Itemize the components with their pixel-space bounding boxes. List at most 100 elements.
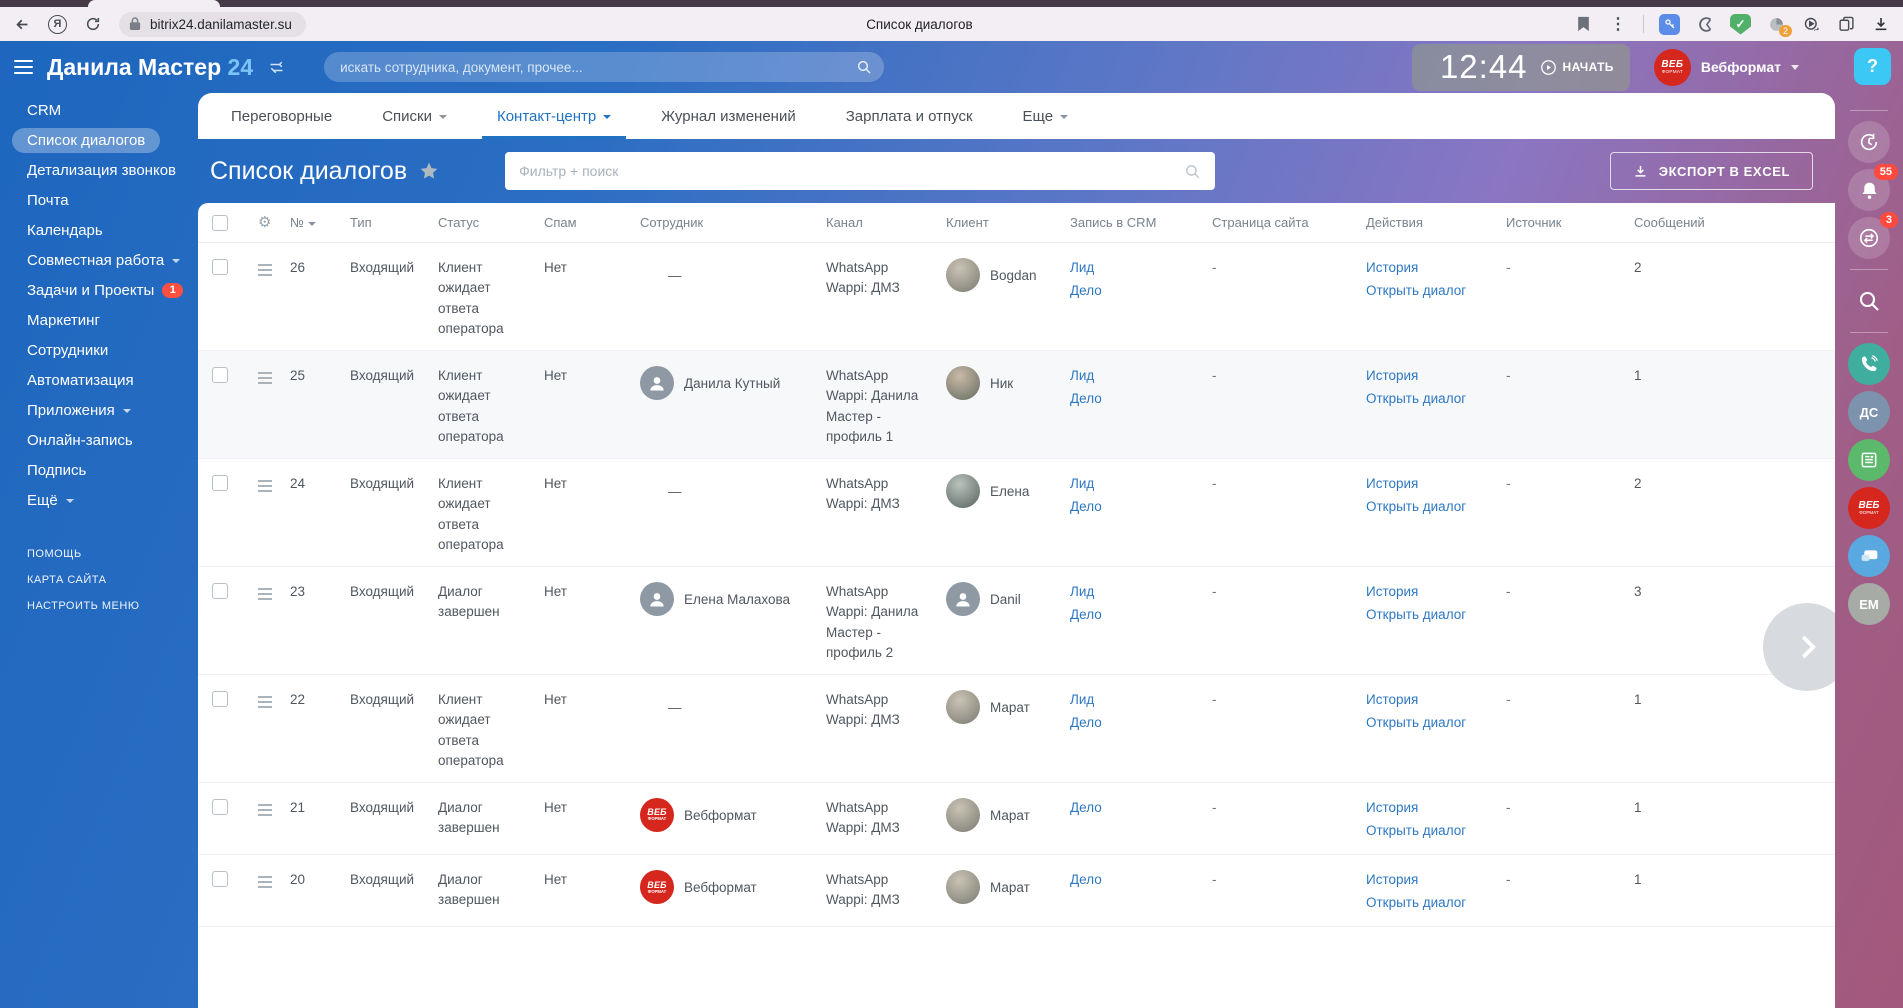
sidebar-item-sign[interactable]: Подпись bbox=[27, 461, 87, 479]
bookmark-icon[interactable] bbox=[1573, 14, 1593, 34]
drag-handle-icon[interactable] bbox=[258, 480, 290, 492]
crm-link[interactable]: Дело bbox=[1070, 606, 1102, 622]
crm-link[interactable]: Лид bbox=[1070, 584, 1095, 599]
collections-icon[interactable] bbox=[1836, 14, 1856, 34]
action-link[interactable]: История bbox=[1366, 260, 1419, 275]
sidebar-item-calendar[interactable]: Календарь bbox=[27, 221, 103, 239]
action-link[interactable]: История bbox=[1366, 368, 1419, 383]
col-employee[interactable]: Сотрудник bbox=[640, 215, 704, 230]
favorite-star-icon[interactable] bbox=[419, 161, 439, 181]
news-feed-icon[interactable] bbox=[1848, 439, 1890, 481]
filter-search-input[interactable] bbox=[519, 163, 1185, 179]
extension-c-icon[interactable] bbox=[1695, 14, 1715, 34]
yandex-browser-icon[interactable]: Я bbox=[48, 14, 67, 34]
crm-link[interactable]: Лид bbox=[1070, 692, 1095, 707]
user-menu[interactable]: ВЕБ ФОРМАТ Вебформат bbox=[1653, 48, 1799, 86]
action-link[interactable]: История bbox=[1366, 584, 1419, 599]
col-actions[interactable]: Действия bbox=[1366, 215, 1423, 230]
drag-handle-icon[interactable] bbox=[258, 696, 290, 708]
client-name[interactable]: Danil bbox=[990, 592, 1021, 607]
refresh-icon[interactable] bbox=[83, 14, 103, 34]
sidebar-sitemap-link[interactable]: КАРТА САЙТА bbox=[27, 574, 107, 586]
client-name[interactable]: Марат bbox=[990, 880, 1030, 896]
back-icon[interactable] bbox=[12, 14, 32, 34]
table-row[interactable]: 21 Входящий Диалог завершен Нет ВЕБ ФОРМАТ Веб… bbox=[198, 783, 1835, 856]
password-manager-icon[interactable] bbox=[1659, 13, 1680, 35]
action-link[interactable]: История bbox=[1366, 692, 1419, 707]
tab-lists[interactable]: Списки bbox=[357, 93, 472, 139]
time-tracker-widget[interactable]: 12:44 НАЧАТЬ bbox=[1411, 43, 1630, 91]
export-excel-button[interactable]: ЭКСПОРТ В EXCEL bbox=[1609, 152, 1813, 190]
table-row[interactable]: 24 Входящий Клиент ожидает ответа оператор… bbox=[198, 459, 1835, 567]
browser-active-tab[interactable] bbox=[88, 0, 220, 7]
action-link[interactable]: История bbox=[1366, 800, 1419, 815]
sidebar-help-link[interactable]: ПОМОЩЬ bbox=[27, 548, 82, 560]
rail-search-icon[interactable] bbox=[1848, 280, 1890, 322]
col-site-page[interactable]: Страница сайта bbox=[1212, 215, 1309, 230]
client-name[interactable]: Марат bbox=[990, 808, 1030, 823]
employee-name[interactable]: Данила Кутный bbox=[684, 376, 781, 391]
sidebar-item-calls[interactable]: Детализация звонков bbox=[27, 161, 177, 179]
planner-icon[interactable] bbox=[1848, 121, 1890, 163]
search-icon[interactable] bbox=[856, 59, 872, 75]
crm-link[interactable]: Дело bbox=[1070, 800, 1102, 815]
col-spam[interactable]: Спам bbox=[544, 215, 577, 230]
sidebar-item-collab[interactable]: Совместная работа bbox=[27, 245, 198, 275]
tab-change-log[interactable]: Журнал изменений bbox=[661, 107, 796, 125]
sidebar-item-crm[interactable]: CRM bbox=[27, 101, 62, 119]
downloads-icon[interactable] bbox=[1871, 14, 1891, 34]
lock-icon[interactable] bbox=[129, 17, 141, 31]
em-app-icon[interactable]: EM bbox=[1848, 583, 1890, 625]
employee-name[interactable]: Елена Малахова bbox=[684, 592, 791, 607]
crm-link[interactable]: Дело bbox=[1070, 390, 1102, 406]
col-channel[interactable]: Канал bbox=[826, 215, 863, 230]
action-link[interactable]: Открыть диалог bbox=[1366, 822, 1467, 838]
employee-name[interactable]: Вебформат bbox=[684, 808, 757, 823]
extension-badge-icon[interactable]: 2 bbox=[1766, 14, 1792, 37]
telephony-icon[interactable] bbox=[1848, 343, 1890, 385]
sidebar-item-marketing[interactable]: Маркетинг bbox=[27, 311, 100, 329]
media-play-icon[interactable] bbox=[1801, 14, 1821, 34]
filter-search[interactable] bbox=[505, 152, 1216, 190]
global-search[interactable] bbox=[324, 52, 885, 82]
action-link[interactable]: Открыть диалог bbox=[1366, 498, 1467, 514]
drag-handle-icon[interactable] bbox=[258, 804, 290, 816]
row-checkbox[interactable] bbox=[212, 475, 228, 491]
crm-link[interactable]: Дело bbox=[1070, 714, 1102, 730]
col-source[interactable]: Источник bbox=[1506, 215, 1562, 230]
table-row[interactable]: 20 Входящий Диалог завершен Нет ВЕБ ФОРМАТ Веб… bbox=[198, 855, 1835, 928]
table-row[interactable]: 26 Входящий Клиент ожидает ответа оператор… bbox=[198, 243, 1835, 351]
action-link[interactable]: История bbox=[1366, 476, 1419, 491]
address-bar[interactable]: bitrix24.danilamaster.su bbox=[119, 11, 306, 37]
table-row[interactable]: 25 Входящий Клиент ожидает ответа оператор… bbox=[198, 351, 1835, 459]
drag-handle-icon[interactable] bbox=[258, 876, 290, 889]
open-lines-icon[interactable]: 3 bbox=[1848, 212, 1898, 259]
select-all-checkbox[interactable] bbox=[212, 215, 228, 231]
col-status[interactable]: Статус bbox=[438, 215, 480, 230]
row-checkbox[interactable] bbox=[212, 799, 228, 815]
col-num[interactable]: № bbox=[290, 215, 350, 230]
table-row[interactable]: 23 Входящий Диалог завершен Нет Елена Малахо… bbox=[198, 567, 1835, 675]
sidebar-configure-menu-link[interactable]: НАСТРОИТЬ МЕНЮ bbox=[27, 600, 140, 612]
tab-more[interactable]: Еще bbox=[998, 93, 1094, 139]
row-checkbox[interactable] bbox=[212, 691, 228, 707]
col-type[interactable]: Тип bbox=[350, 215, 372, 230]
sidebar-item-mail[interactable]: Почта bbox=[27, 191, 69, 209]
sidebar-item-apps[interactable]: Приложения bbox=[27, 395, 198, 425]
gear-icon[interactable]: ⚙ bbox=[258, 214, 272, 231]
client-name[interactable]: Ник bbox=[990, 376, 1014, 391]
client-name[interactable]: Bogdan bbox=[990, 268, 1037, 283]
user-avatar[interactable]: ВЕБ ФОРМАТ bbox=[1653, 48, 1691, 86]
client-name[interactable]: Марат bbox=[990, 700, 1030, 715]
crm-link[interactable]: Лид bbox=[1070, 476, 1095, 491]
browser-menu-icon[interactable]: ⋮ bbox=[1610, 16, 1626, 33]
drag-handle-icon[interactable] bbox=[258, 588, 290, 600]
client-name[interactable]: Елена bbox=[990, 484, 1030, 499]
crm-link[interactable]: Дело bbox=[1070, 872, 1102, 888]
col-client[interactable]: Клиент bbox=[946, 215, 989, 230]
hamburger-menu-icon[interactable] bbox=[14, 60, 33, 74]
adguard-shield-icon[interactable]: ✓ bbox=[1730, 13, 1751, 35]
start-workday-button[interactable]: НАЧАТЬ bbox=[1540, 59, 1614, 76]
row-checkbox[interactable] bbox=[212, 871, 228, 888]
row-checkbox[interactable] bbox=[212, 583, 228, 599]
